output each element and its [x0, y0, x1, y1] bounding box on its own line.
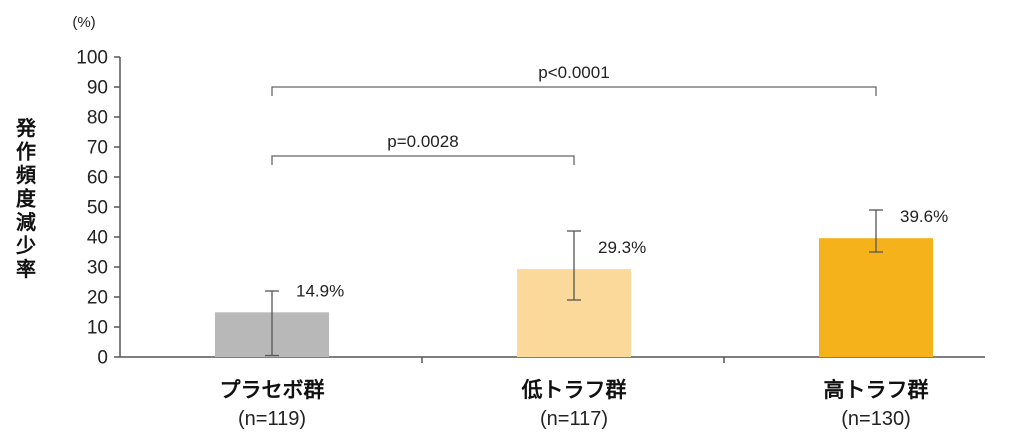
y-axis-label-char: 度 — [16, 187, 37, 211]
p-value-label: p<0.0001 — [538, 63, 609, 82]
y-tick-label: 60 — [87, 168, 108, 189]
annotations-layer: p=0.0028 p<0.0001 — [271, 63, 877, 165]
y-tick-label: 20 — [87, 288, 108, 309]
axes-layer: 0 10 20 30 40 50 60 70 80 90 100 (%) 発作頻度減少率 — [15, 14, 985, 369]
category-label: プラセボ群 — [220, 378, 325, 402]
category-label: 高トラフ群 — [824, 378, 929, 402]
y-tick-label: 30 — [87, 258, 108, 279]
y-axis-label-char: 減 — [16, 210, 36, 234]
y-tick-label: 90 — [87, 78, 108, 99]
y-tick-label: 40 — [87, 228, 108, 249]
y-unit-label: (%) — [72, 14, 95, 31]
y-axis-label-char: 作 — [16, 140, 36, 164]
y-tick-label: 10 — [87, 318, 108, 339]
value-label: 39.6% — [900, 207, 948, 226]
y-axis-label-char: 少 — [15, 234, 36, 258]
y-tick-label: 80 — [87, 108, 108, 129]
n-label: (n=119) — [238, 408, 306, 430]
y-tick-label: 70 — [87, 138, 108, 159]
y-axis-label-char: 発 — [15, 116, 37, 140]
p-value-label: p=0.0028 — [387, 132, 458, 151]
value-label: 29.3% — [598, 238, 646, 257]
value-label: 14.9% — [296, 281, 344, 300]
significance-bracket — [271, 86, 877, 96]
y-axis-label: 発作頻度減少率 — [15, 116, 37, 281]
y-tick-label: 0 — [97, 348, 108, 369]
labels-layer: 14.9% プラセボ群 (n=119) 29.3% 低トラフ群 (n=117) 39.6% 高… — [220, 207, 949, 430]
n-label: (n=117) — [540, 408, 608, 430]
bar — [819, 238, 933, 357]
y-tick-label: 100 — [76, 48, 108, 69]
y-axis-label-char: 率 — [16, 257, 36, 281]
error-bars-layer — [265, 209, 883, 357]
n-label: (n=130) — [841, 408, 911, 430]
category-label: 低トラフ群 — [521, 378, 627, 402]
y-axis-label-char: 頻 — [16, 163, 36, 187]
significance-bracket — [271, 155, 575, 165]
y-tick-label: 50 — [87, 198, 108, 219]
